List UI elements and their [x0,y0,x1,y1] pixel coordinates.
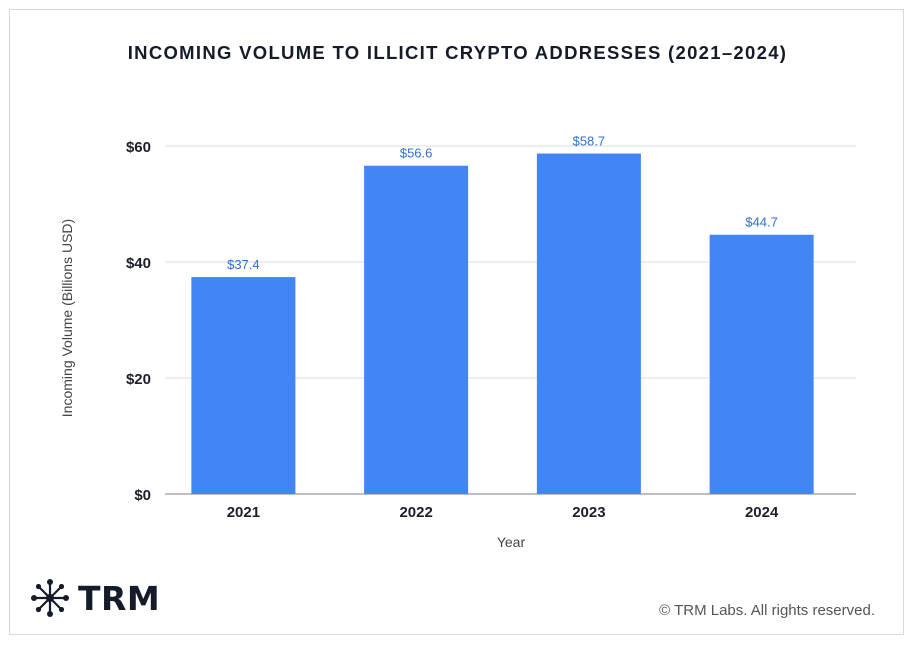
y-tick-label: $0 [134,487,151,504]
data-label-2024: $44.7 [745,215,778,230]
trm-logo: TRM [30,578,160,618]
x-tick-label-2023: 2023 [572,504,605,521]
copyright-notice: © TRM Labs. All rights reserved. [659,602,875,619]
x-tick-label-2022: 2022 [399,504,432,521]
y-tick-label: $60 [126,139,151,156]
x-axis-label: Year [497,534,526,550]
snowflake-node-icon [31,579,69,617]
data-label-2021: $37.4 [227,257,260,272]
data-label-2022: $56.6 [400,146,433,161]
y-tick-label: $40 [126,255,151,272]
bar-2022[interactable] [364,165,469,494]
bar-2023[interactable] [536,153,641,495]
y-tick-label: $20 [126,371,151,388]
y-axis-label: Incoming Volume (Billions USD) [59,219,75,417]
chart-title: INCOMING VOLUME TO ILLICIT CRYPTO ADDRES… [127,42,788,63]
x-tick-label-2021: 2021 [227,504,260,521]
bar-2021[interactable] [191,277,296,494]
logo-wordmark: TRM [78,578,161,618]
bar-2024[interactable] [709,234,814,495]
data-label-2023: $58.7 [573,134,606,149]
x-tick-label-2024: 2024 [745,504,779,521]
